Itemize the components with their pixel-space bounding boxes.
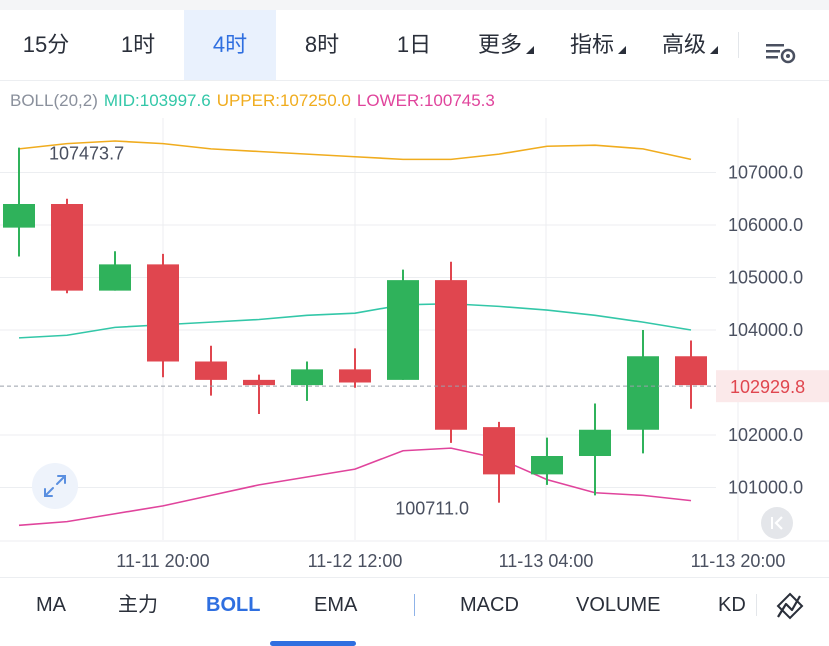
indicator-tab-macd[interactable]: MACD bbox=[460, 578, 519, 633]
expand-icon[interactable] bbox=[32, 463, 78, 509]
y-tick-label: 104000.0 bbox=[728, 320, 803, 340]
indicator-label: 主力 bbox=[118, 594, 158, 616]
tab-label: 高级 bbox=[661, 32, 706, 57]
indicator-tab-boll[interactable]: BOLL bbox=[206, 578, 260, 633]
candle-body bbox=[3, 204, 35, 228]
y-tick-label: 106000.0 bbox=[728, 215, 803, 235]
indicator-label: EMA bbox=[314, 594, 358, 616]
legend-mid: MID:103997.6 bbox=[103, 91, 211, 110]
high-price-label: 107473.7 bbox=[49, 144, 124, 164]
tab-label: 更多 bbox=[477, 32, 522, 57]
indicator-label: MA bbox=[36, 594, 66, 616]
status-strip bbox=[0, 0, 829, 10]
tab-advanced[interactable]: 高级 bbox=[644, 10, 736, 80]
indicator-tab-ma[interactable]: MA bbox=[36, 578, 66, 633]
tab-4h[interactable]: 4时 bbox=[184, 10, 276, 80]
candle-body bbox=[387, 280, 419, 380]
dropdown-caret-icon bbox=[710, 46, 718, 54]
candle-body bbox=[627, 356, 659, 430]
drawing-tool-icon[interactable] bbox=[774, 590, 806, 622]
tab-label: 15分 bbox=[22, 32, 70, 57]
legend-lower: LOWER:100745.3 bbox=[356, 91, 495, 110]
boll-legend: BOLL(20,2) MID:103997.6 UPPER:107250.0 LOWE… bbox=[10, 91, 501, 111]
boll-mid-line bbox=[18, 302, 692, 339]
y-tick-label: 101000.0 bbox=[728, 478, 803, 498]
indicator-label: MACD bbox=[460, 594, 519, 616]
low-price-label: 100711.0 bbox=[395, 499, 469, 519]
candle-body bbox=[339, 369, 371, 383]
candle-body bbox=[483, 427, 515, 475]
tab-8h[interactable]: 8时 bbox=[276, 10, 368, 80]
candle-body bbox=[579, 429, 611, 456]
indicator-label: BOLL bbox=[206, 594, 261, 616]
indicator-tab-main-force[interactable]: 主力 bbox=[118, 578, 158, 633]
boll-upper-line bbox=[18, 140, 692, 161]
boll-candlestick-chart[interactable]: 107000.0 106000.0 105000.0 104000.0 102000.0… bbox=[0, 0, 829, 577]
indicator-label: KD bbox=[718, 594, 746, 616]
y-tick-label: 105000.0 bbox=[728, 268, 803, 288]
x-tick-label: 11-13 20:00 bbox=[691, 551, 786, 571]
boll-lower-line bbox=[18, 447, 692, 527]
legend-upper: UPPER:107250.0 bbox=[216, 91, 351, 110]
tab-1h[interactable]: 1时 bbox=[92, 10, 184, 80]
tab-divider bbox=[738, 32, 739, 58]
indicator-tab-kd[interactable]: KD bbox=[718, 578, 754, 633]
x-tick-label: 11-12 12:00 bbox=[308, 551, 403, 571]
tab-label: 1时 bbox=[120, 32, 156, 57]
indicator-tab-volume[interactable]: VOLUME bbox=[576, 578, 660, 633]
candle-body bbox=[435, 280, 467, 430]
chart-settings-icon[interactable] bbox=[764, 38, 798, 68]
candle-body bbox=[51, 204, 83, 291]
tab-label: 4时 bbox=[212, 32, 248, 57]
dropdown-caret-icon bbox=[618, 46, 626, 54]
candle-body bbox=[195, 361, 227, 380]
tab-15min[interactable]: 15分 bbox=[0, 10, 92, 80]
home-indicator bbox=[270, 641, 356, 646]
indicator-divider bbox=[756, 594, 757, 616]
indicator-label: VOLUME bbox=[576, 594, 661, 616]
candle-body bbox=[99, 264, 131, 291]
indicator-tab-ema[interactable]: EMA bbox=[314, 578, 357, 633]
legend-name: BOLL(20,2) bbox=[10, 91, 98, 110]
tab-label: 指标 bbox=[569, 32, 614, 57]
candle-body bbox=[291, 369, 323, 386]
candle-body bbox=[243, 379, 275, 386]
candle-body bbox=[675, 356, 707, 386]
tab-1d[interactable]: 1日 bbox=[368, 10, 460, 80]
last-price-tag bbox=[716, 370, 829, 403]
indicator-divider bbox=[414, 594, 415, 616]
dropdown-caret-icon bbox=[526, 46, 534, 54]
x-tick-label: 11-13 04:00 bbox=[499, 551, 594, 571]
tab-indicators[interactable]: 指标 bbox=[552, 10, 644, 80]
tab-more[interactable]: 更多 bbox=[460, 10, 552, 80]
y-tick-label: 107000.0 bbox=[728, 163, 803, 183]
timeframe-tabs: 15分 1时 4时 8时 1日 更多 指标 高级 bbox=[0, 10, 829, 81]
indicator-tabs: MA 主力 BOLL EMA MACD VOLUME KD bbox=[0, 577, 829, 633]
candle-body bbox=[531, 456, 563, 475]
candle-body bbox=[147, 264, 179, 362]
last-price-label: 102929.8 bbox=[730, 377, 805, 397]
tab-label: 1日 bbox=[396, 32, 432, 57]
tab-label: 8时 bbox=[304, 32, 340, 57]
x-tick-label: 11-11 20:00 bbox=[116, 551, 209, 571]
y-tick-label: 102000.0 bbox=[728, 425, 803, 445]
scroll-to-latest-icon[interactable] bbox=[761, 507, 793, 539]
